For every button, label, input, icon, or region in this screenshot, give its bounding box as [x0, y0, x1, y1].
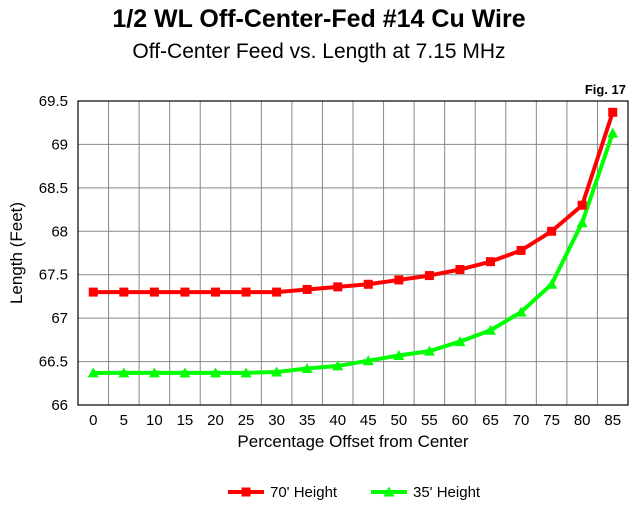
data-point: [363, 279, 373, 289]
x-tick-label: 10: [146, 412, 163, 429]
x-tick-label: 40: [329, 412, 346, 429]
data-point: [210, 367, 221, 378]
x-tick-label: 45: [360, 412, 377, 429]
data-point: [118, 367, 130, 378]
x-tick-label: 35: [299, 412, 316, 429]
data-point: [608, 107, 618, 117]
data-point: [454, 336, 466, 347]
data-point: [301, 363, 313, 374]
y-tick-label: 67.5: [39, 267, 68, 284]
x-tick-label: 0: [89, 412, 97, 429]
data-point: [271, 366, 283, 377]
series-a: [88, 107, 618, 297]
legend-label: 35' Height: [413, 484, 481, 501]
figure-label: Fig. 17: [584, 82, 626, 97]
data-point: [88, 287, 98, 297]
x-tick-label: 15: [177, 412, 194, 429]
x-tick-labels: 0 5 10 15 20 25 30 35 40 45 50 55 60 65 70 75 80 85: [89, 412, 621, 429]
data-point: [241, 287, 251, 297]
legend-label: 70' Height: [270, 484, 338, 501]
data-point: [149, 287, 159, 297]
x-tick-label: 30: [268, 412, 285, 429]
data-point: [272, 287, 282, 297]
data-point: [607, 127, 619, 138]
data-point: [333, 282, 343, 292]
data-point: [547, 226, 557, 236]
x-tick-label: 50: [390, 412, 407, 429]
gridlines: [78, 100, 628, 406]
chart-title: 1/2 WL Off-Center-Fed #14 Cu Wire: [112, 5, 526, 33]
data-point: [179, 367, 191, 378]
data-point: [577, 200, 587, 210]
data-point: [180, 287, 190, 297]
data-point: [211, 287, 220, 297]
y-tick-labels: 66 66.5 67 67.5 68 68.5 69 69.5: [39, 93, 68, 414]
x-axis-label: Percentage Offset from Center: [237, 432, 469, 451]
x-tick-label: 60: [452, 412, 469, 429]
data-point: [546, 278, 558, 289]
y-tick-label: 68.5: [39, 180, 68, 197]
legend-swatch-marker: [383, 486, 395, 497]
x-tick-label: 75: [543, 412, 560, 429]
x-tick-label: 5: [120, 412, 128, 429]
legend: 70' Height 35' Height: [228, 484, 481, 501]
plot-frame: [77, 100, 629, 406]
y-tick-label: 67: [51, 310, 68, 327]
data-point: [515, 306, 527, 317]
series-layer: [87, 107, 619, 378]
data-point: [394, 275, 404, 285]
data-point: [148, 367, 160, 378]
legend-item: 35' Height: [371, 484, 481, 501]
data-point: [87, 367, 99, 378]
data-point: [332, 360, 344, 371]
x-tick-label: 65: [482, 412, 499, 429]
y-axis-label: Length (Feet): [7, 202, 26, 304]
series-line: [93, 132, 615, 375]
data-point: [119, 287, 129, 297]
data-point: [362, 355, 374, 366]
chart-subtitle: Off-Center Feed vs. Length at 7.15 MHz: [132, 40, 506, 63]
y-tick-label: 66.5: [39, 354, 68, 371]
x-tick-label: 80: [574, 412, 591, 429]
data-point: [455, 265, 465, 275]
data-point: [240, 367, 252, 378]
x-tick-label: 70: [513, 412, 530, 429]
x-tick-label: 25: [238, 412, 255, 429]
data-point: [486, 257, 495, 267]
y-tick-label: 69: [51, 136, 68, 153]
data-point: [424, 271, 434, 281]
legend-item: 70' Height: [228, 484, 338, 501]
data-point: [393, 349, 405, 360]
legend-swatch-marker: [241, 487, 251, 497]
x-tick-label: 55: [421, 412, 438, 429]
x-tick-label: 85: [604, 412, 621, 429]
data-point: [485, 324, 496, 335]
series-line: [93, 111, 615, 295]
data-point: [423, 345, 435, 356]
data-point: [302, 284, 312, 294]
data-point: [516, 245, 526, 255]
series-b: [87, 127, 619, 378]
y-tick-label: 66: [51, 397, 68, 414]
data-point: [576, 217, 588, 228]
x-tick-label: 20: [207, 412, 224, 429]
y-tick-label: 69.5: [39, 93, 68, 110]
y-tick-label: 68: [51, 223, 68, 240]
